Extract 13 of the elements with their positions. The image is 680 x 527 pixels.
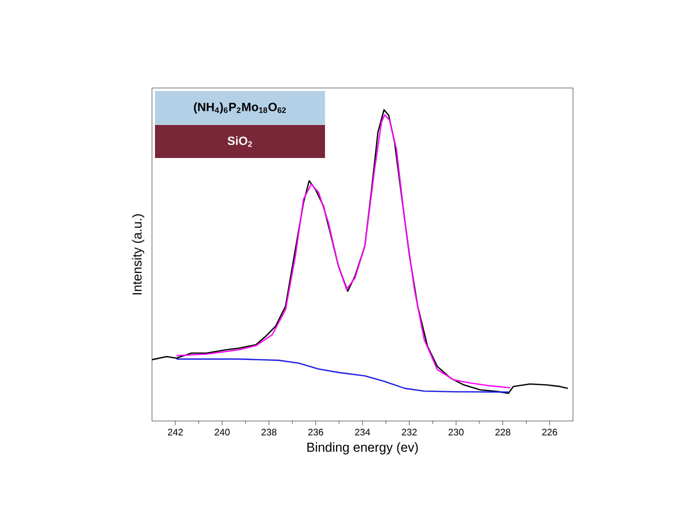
y-axis-title: Intensity (a.u.) bbox=[132, 214, 144, 294]
x-tick-label: 240 bbox=[214, 428, 230, 436]
x-tick-label: 230 bbox=[448, 428, 464, 436]
text: (NH$_{4}$)$_{6}$P$_{2}$Mo$_{18}$O$_{62}$ bbox=[194, 102, 286, 114]
x-tick-label: 226 bbox=[542, 428, 558, 436]
x-tick-label: 232 bbox=[402, 428, 417, 436]
x-tick-label: 228 bbox=[495, 428, 510, 436]
x-tick-label: 236 bbox=[308, 428, 324, 436]
annotation: SiO$_{2}$ bbox=[228, 136, 252, 147]
x-tick-label: 238 bbox=[262, 428, 276, 436]
x-tick-label: 242 bbox=[168, 428, 183, 436]
x-axis-title: Binding energy (ev) bbox=[307, 442, 418, 454]
x-tick-label: 234 bbox=[355, 428, 370, 436]
